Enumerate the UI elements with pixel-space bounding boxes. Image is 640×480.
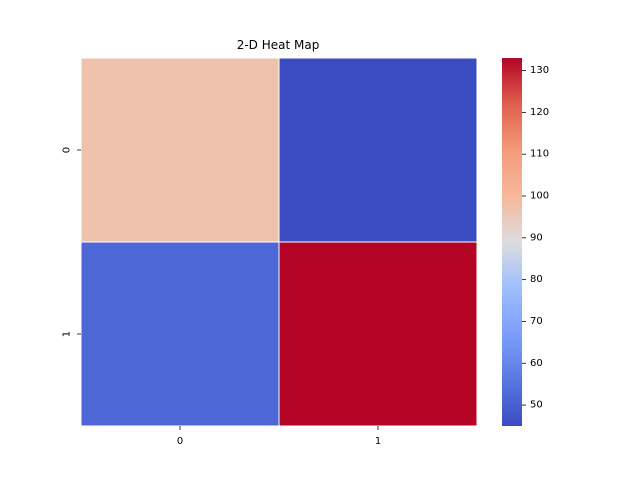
colorbar-gradient	[502, 58, 522, 426]
colorbar-tick-label: 110	[530, 149, 549, 160]
colorbar-tick-label: 60	[530, 358, 543, 369]
colorbar-tick-label: 70	[530, 316, 543, 327]
y-tick-label: 0	[62, 147, 73, 153]
x-tick-label: 1	[375, 436, 381, 447]
colorbar-ticks: 50 60 70 80 90 100 110 120 130	[522, 65, 549, 411]
heatmap-cell-r0-c1	[278, 57, 478, 243]
y-axis: 01	[62, 147, 81, 337]
colorbar-tick-label: 100	[530, 191, 549, 202]
colorbar-tick-label: 90	[530, 232, 543, 243]
colorbar: 50 60 70 80 90 100 110 120 130	[502, 58, 549, 426]
heatmap-cells	[80, 57, 478, 427]
heatmap-cell-r1-c0	[80, 241, 280, 427]
colorbar-tick-label: 130	[530, 65, 549, 76]
heatmap-cell-r0-c0	[80, 57, 280, 243]
heatmap-cell-r1-c1	[278, 241, 478, 427]
y-tick-label: 1	[62, 331, 73, 337]
colorbar-tick-label: 120	[530, 107, 549, 118]
colorbar-tick-label: 50	[530, 400, 543, 411]
colorbar-tick-label: 80	[530, 274, 543, 285]
chart-title: 2-D Heat Map	[237, 38, 320, 52]
x-tick-label: 0	[177, 436, 183, 447]
